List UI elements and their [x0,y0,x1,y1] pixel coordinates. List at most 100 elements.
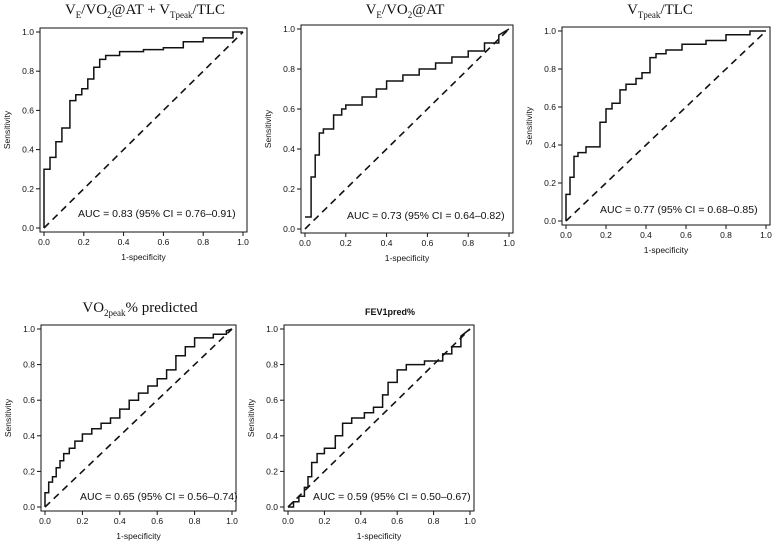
x-tick-label: 0.8 [197,237,209,247]
panel-title: VTpeak/TLC [627,2,693,20]
y-tick-label: 0.2 [266,466,278,476]
y-axis-label: Sensitivity [524,106,534,145]
y-tick-label: 0.4 [544,140,556,150]
panel-title: VE/VO2@AT [365,2,445,20]
auc-annotation: AUC = 0.73 (95% CI = 0.64–0.82) [347,210,505,222]
roc-chart-1: 0.0 0.2 0.4 0.6 0.8 1.0 0.0 0.2 0.4 0.6 0.8 1.0 1-sp… [2,27,249,262]
x-tick-label: 0.6 [391,516,403,526]
roc-curve-line [44,328,233,507]
y-tick-label: 0.8 [22,66,34,76]
y-tick-label: 1.0 [266,324,278,334]
x-tick-label: 0.2 [76,516,88,526]
panel-title: FEV1pred% [364,307,415,317]
auc-annotation: AUC = 0.77 (95% CI = 0.68–0.85) [600,204,758,216]
y-tick-label: 1.0 [23,324,35,334]
reference-diagonal-line [565,30,767,222]
y-tick-label: 0.6 [266,395,278,405]
x-tick-label: 0.4 [118,237,130,247]
x-tick-label: 0.0 [39,516,51,526]
y-tick-label: 0.6 [544,102,556,112]
y-axis-label: Sensitivity [263,109,273,148]
x-tick-label: 0.6 [421,238,433,248]
y-tick-label: 0.4 [22,145,34,155]
y-tick-label: 0.4 [266,431,278,441]
roc-panel-4: VO2peak% predicted 0.0 0.2 0.4 0.6 0.8 1.0 0.0… [0,298,260,549]
y-tick-label: 0.8 [266,360,278,370]
x-tick-label: 0.6 [680,230,692,240]
reference-diagonal-line [287,328,471,508]
x-tick-label: 0.2 [78,237,90,247]
x-axis-label: 1-specificity [116,531,161,541]
x-tick-label: 0.4 [640,230,652,240]
roc-chart-3: 0.0 0.2 0.4 0.6 0.8 1.0 0.0 0.2 0.4 0.6 0.8 1.0 1-sp… [524,26,772,255]
x-tick-label: 1.0 [760,230,772,240]
y-tick-label: 0.0 [266,502,278,512]
y-tick-label: 0.4 [283,144,295,154]
auc-annotation: AUC = 0.83 (95% CI = 0.76–0.91) [78,208,236,220]
y-axis-label: Sensitivity [246,398,256,437]
y-tick-label: 0.8 [283,64,295,74]
y-tick-label: 0.4 [23,431,35,441]
reference-diagonal-line [44,328,233,508]
roc-panel-1: VE/VO2@AT + VTpeak/TLC 0.0 0.2 0.4 0.6 0.8 1.… [0,0,260,270]
plot-frame [40,324,237,512]
y-tick-label: 0.8 [23,360,35,370]
roc-chart-4: 0.0 0.2 0.4 0.6 0.8 1.0 0.0 0.2 0.4 0.6 0.8 1.0 1-sp… [3,324,238,541]
x-tick-label: 0.4 [381,238,393,248]
y-axis-label: Sensitivity [2,110,12,149]
x-tick-label: 0.4 [355,516,367,526]
auc-annotation: AUC = 0.65 (95% CI = 0.56–0.74) [80,491,238,503]
x-axis-label: 1-specificity [357,531,402,541]
x-tick-label: 0.8 [189,516,201,526]
y-tick-label: 1.0 [283,24,295,34]
x-axis-label: 1-specificity [121,252,166,262]
panel-title: VO2peak% predicted [82,300,198,318]
roc-panel-5: FEV1pred% 0.0 0.2 0.4 0.6 0.8 1.0 0.0 0.2 0.4 0.6… [246,298,520,549]
plot-frame [283,324,475,512]
y-tick-label: 1.0 [544,26,556,36]
x-tick-label: 0.4 [114,516,126,526]
x-tick-label: 0.0 [38,237,50,247]
plot-frame [561,26,771,226]
roc-curve-line [305,28,510,218]
y-tick-label: 0.0 [22,223,34,233]
y-tick-label: 0.0 [283,224,295,234]
x-tick-label: 0.8 [720,230,732,240]
x-tick-label: 1.0 [237,237,249,247]
x-tick-label: 1.0 [464,516,476,526]
auc-annotation: AUC = 0.59 (95% CI = 0.50–0.67) [313,491,471,503]
y-tick-label: 1.0 [22,27,34,37]
x-tick-label: 0.0 [282,516,294,526]
y-tick-label: 0.2 [544,178,556,188]
panel-title: VE/VO2@AT + VTpeak/TLC [64,2,226,20]
x-tick-label: 1.0 [503,238,515,248]
x-tick-label: 0.6 [157,237,169,247]
roc-chart-2: 0.0 0.2 0.4 0.6 0.8 1.0 0.0 0.2 0.4 0.6 0.8 1.0 1-sp… [263,24,515,263]
plot-frame [39,27,248,233]
x-tick-label: 0.8 [428,516,440,526]
y-tick-label: 0.2 [283,184,295,194]
plot-frame [300,24,514,234]
roc-chart-5: 0.0 0.2 0.4 0.6 0.8 1.0 0.0 0.2 0.4 0.6 0.8 1.0 1-sp… [246,324,476,541]
roc-curve-line [43,31,243,228]
roc-panel-3: VTpeak/TLC 0.0 0.2 0.4 0.6 0.8 1.0 0.0 0.2 0.4 0.… [520,0,776,270]
y-tick-label: 0.6 [22,105,34,115]
x-tick-label: 0.2 [318,516,330,526]
x-axis-label: 1-specificity [385,253,430,263]
x-tick-label: 0.0 [560,230,572,240]
y-axis-label: Sensitivity [3,398,13,437]
x-tick-label: 0.0 [299,238,311,248]
x-tick-label: 0.2 [600,230,612,240]
x-axis-label: 1-specificity [644,245,689,255]
roc-curve-line [565,30,766,221]
y-tick-label: 0.6 [283,104,295,114]
x-tick-label: 0.6 [151,516,163,526]
x-tick-label: 0.2 [340,238,352,248]
x-tick-label: 0.8 [462,238,474,248]
y-tick-label: 0.2 [23,466,35,476]
y-tick-label: 0.2 [22,184,34,194]
y-tick-label: 0.0 [23,502,35,512]
y-tick-label: 0.8 [544,64,556,74]
reference-diagonal-line [43,31,244,229]
roc-panel-2: VE/VO2@AT 0.0 0.2 0.4 0.6 0.8 1.0 0.0 0.2 0.4 0.6… [260,0,520,270]
